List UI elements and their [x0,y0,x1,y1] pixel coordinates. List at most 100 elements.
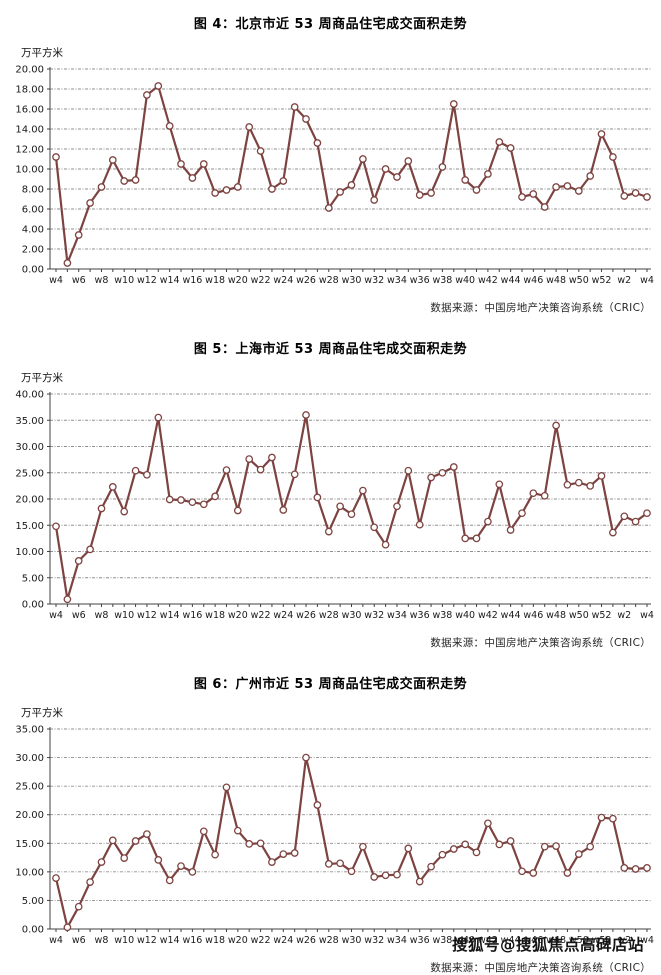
svg-text:w16: w16 [182,935,202,946]
svg-text:40.00: 40.00 [15,390,44,401]
svg-text:w2: w2 [617,610,631,621]
svg-text:w34: w34 [387,275,407,286]
svg-text:12.00: 12.00 [15,145,44,156]
svg-text:6.00: 6.00 [22,205,44,216]
svg-text:w46: w46 [523,275,543,286]
svg-text:0.00: 0.00 [22,265,44,276]
line-chart-guangzhou: 0.00 5.00 10.00 15.00 20.00 25.00 30.00 35.00 w4… [15,725,654,947]
svg-text:w18: w18 [205,275,225,286]
svg-text:w52: w52 [592,275,612,286]
svg-text:w2: w2 [617,275,631,286]
svg-text:w36: w36 [410,275,430,286]
svg-text:5.00: 5.00 [22,573,44,584]
svg-text:w50: w50 [569,935,589,946]
svg-text:20.00: 20.00 [15,810,44,821]
y-axis-unit-label: 万平方米 [21,372,63,384]
svg-text:w12: w12 [137,610,157,621]
svg-text:w40: w40 [455,275,475,286]
svg-text:w34: w34 [387,610,407,621]
chart-section-guangzhou: 图 6：广州市近 53 周商品住宅成交面积走势 万平方米 0.00 5.00 10.… [0,660,661,975]
svg-text:w24: w24 [273,610,293,621]
svg-text:w22: w22 [251,610,271,621]
svg-text:w8: w8 [95,935,109,946]
svg-text:w48: w48 [546,935,566,946]
svg-text:w40: w40 [455,610,475,621]
chart-title-shanghai: 图 5：上海市近 53 周商品住宅成交面积走势 [193,342,468,357]
svg-text:w42: w42 [478,275,498,286]
svg-text:w18: w18 [205,935,225,946]
svg-text:w32: w32 [364,935,384,946]
svg-text:w4: w4 [640,935,654,946]
svg-text:w4: w4 [49,610,63,621]
svg-text:w26: w26 [296,610,316,621]
svg-text:w36: w36 [410,610,430,621]
chart-title-beijing: 图 4：北京市近 53 周商品住宅成交面积走势 [193,17,468,32]
svg-text:w38: w38 [432,610,452,621]
svg-text:w28: w28 [319,275,339,286]
svg-text:0.00: 0.00 [22,600,44,611]
svg-text:0.00: 0.00 [22,925,44,936]
svg-text:w44: w44 [501,935,521,946]
svg-text:25.00: 25.00 [15,782,44,793]
data-source-note: 数据来源：中国房地产决策咨询系统（CRIC） [430,637,651,649]
svg-text:10.00: 10.00 [15,867,44,878]
svg-text:10.00: 10.00 [15,547,44,558]
svg-text:w22: w22 [251,935,271,946]
svg-text:w26: w26 [296,275,316,286]
svg-text:w30: w30 [342,610,362,621]
svg-text:w14: w14 [160,610,180,621]
svg-text:w30: w30 [342,935,362,946]
svg-text:w4: w4 [640,610,654,621]
svg-text:20.00: 20.00 [15,495,44,506]
svg-text:w28: w28 [319,610,339,621]
svg-text:w50: w50 [569,275,589,286]
svg-text:w32: w32 [364,275,384,286]
svg-text:w12: w12 [137,935,157,946]
data-source-note: 数据来源：中国房地产决策咨询系统（CRIC） [430,302,651,314]
svg-text:w6: w6 [72,935,86,946]
svg-text:20.00: 20.00 [15,65,44,76]
svg-text:w8: w8 [95,610,109,621]
svg-text:w16: w16 [182,275,202,286]
data-source-note: 数据来源：中国房地产决策咨询系统（CRIC） [430,962,651,974]
svg-text:w30: w30 [342,275,362,286]
line-chart-shanghai: 0.00 5.00 10.00 15.00 20.00 25.00 30.00 35.00 40… [15,390,654,622]
svg-text:w38: w38 [432,935,452,946]
svg-text:w4: w4 [49,275,63,286]
svg-text:w44: w44 [501,610,521,621]
svg-text:w18: w18 [205,610,225,621]
svg-text:w46: w46 [523,935,543,946]
svg-text:25.00: 25.00 [15,468,44,479]
line-chart-beijing: 0.00 2.00 4.00 6.00 8.00 10.00 12.00 14.00 16.00… [15,65,654,287]
svg-text:16.00: 16.00 [15,105,44,116]
svg-text:w42: w42 [478,610,498,621]
svg-text:w20: w20 [228,275,248,286]
svg-text:w52: w52 [592,935,612,946]
svg-text:w42: w42 [478,935,498,946]
y-axis-unit-label: 万平方米 [21,707,63,719]
svg-text:w14: w14 [160,935,180,946]
svg-text:30.00: 30.00 [15,442,44,453]
svg-text:w10: w10 [114,610,134,621]
sohu-watermark: 搜狐号@搜狐焦点高碑店站 [452,936,645,954]
svg-text:w10: w10 [114,275,134,286]
svg-text:w32: w32 [364,610,384,621]
svg-text:w48: w48 [546,275,566,286]
svg-text:w6: w6 [72,610,86,621]
svg-text:w44: w44 [501,275,521,286]
svg-text:w6: w6 [72,275,86,286]
svg-text:w46: w46 [523,610,543,621]
svg-text:4.00: 4.00 [22,225,44,236]
svg-text:w14: w14 [160,275,180,286]
svg-text:w12: w12 [137,275,157,286]
svg-text:w4: w4 [49,935,63,946]
svg-text:w8: w8 [95,275,109,286]
svg-text:14.00: 14.00 [15,125,44,136]
svg-text:w2: w2 [617,935,631,946]
svg-text:15.00: 15.00 [15,839,44,850]
svg-text:w40: w40 [455,935,475,946]
chart-title-guangzhou: 图 6：广州市近 53 周商品住宅成交面积走势 [193,677,468,692]
svg-text:w22: w22 [251,275,271,286]
svg-text:w16: w16 [182,610,202,621]
